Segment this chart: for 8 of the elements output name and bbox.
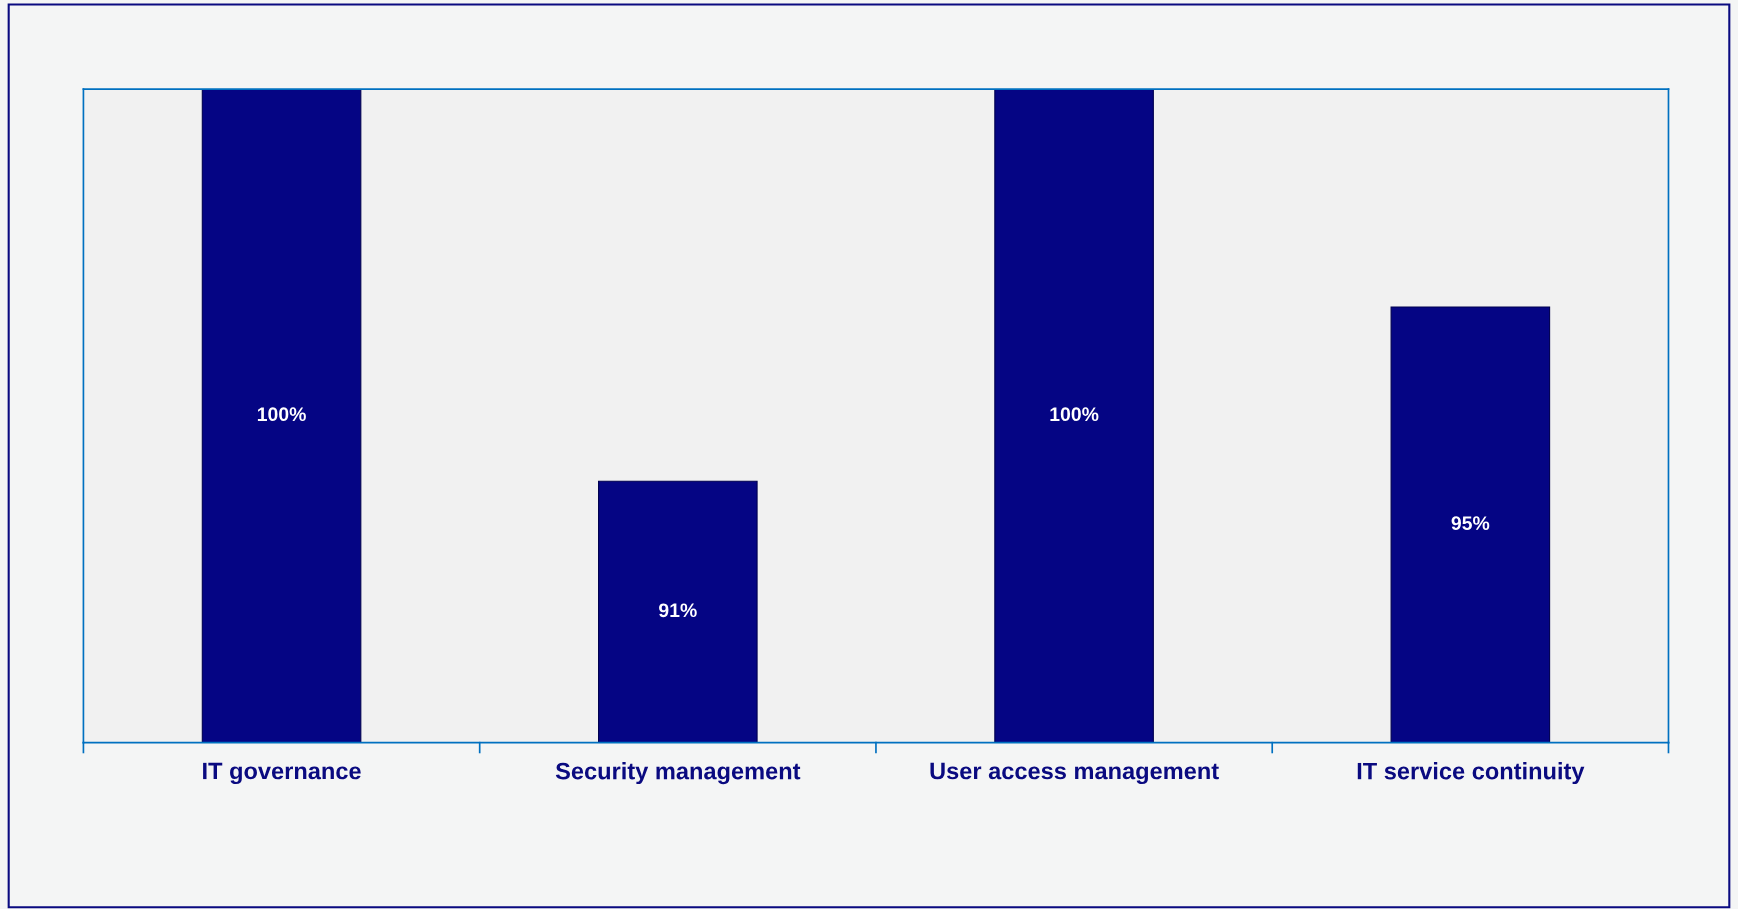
x-tick-label: IT governance: [203, 762, 361, 785]
data-label: 91%: [659, 603, 697, 618]
x-tick-label: User access management: [930, 762, 1219, 785]
data-label: 100%: [257, 407, 306, 422]
data-label: 95%: [1451, 516, 1490, 531]
x-tick-label: Security management: [555, 762, 801, 785]
x-tick-label: IT service continuity: [1357, 762, 1585, 785]
data-label: 100%: [1050, 407, 1099, 422]
